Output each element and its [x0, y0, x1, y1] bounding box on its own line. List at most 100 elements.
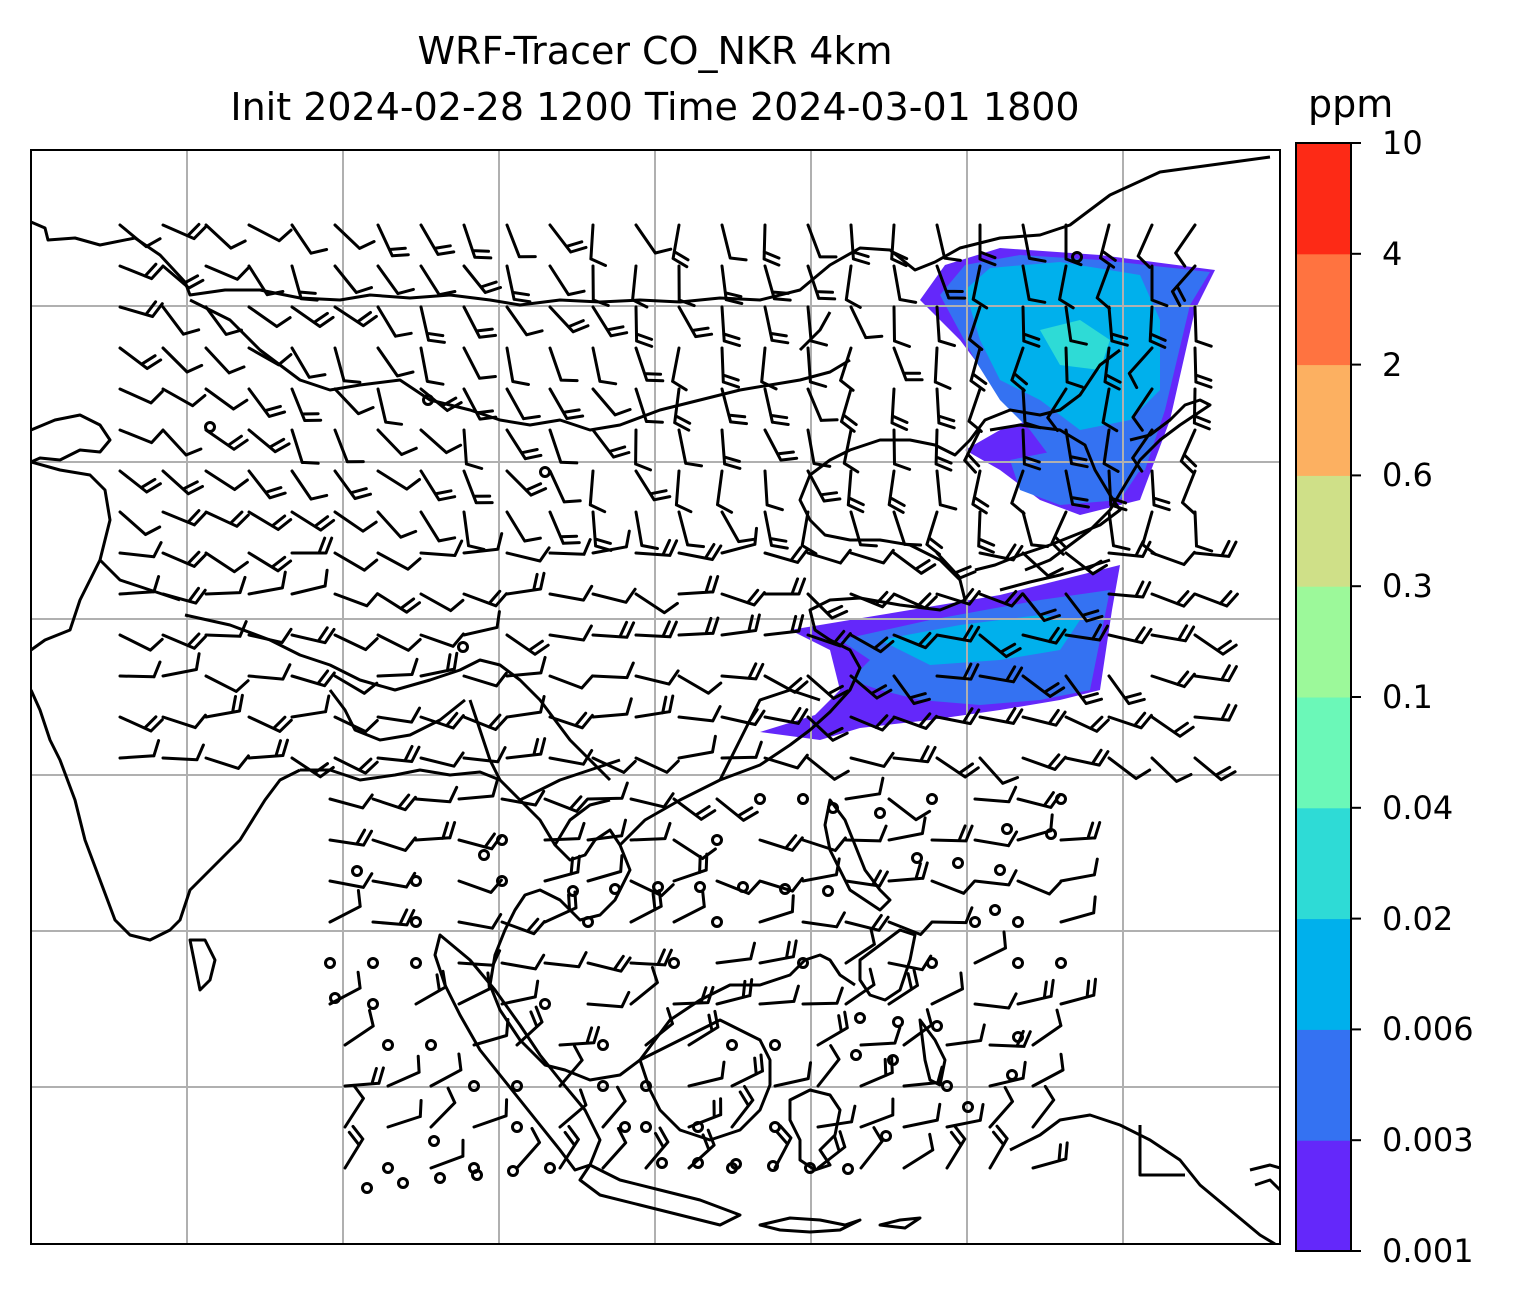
wind-barb — [634, 620, 678, 639]
wind-barb — [1107, 540, 1152, 558]
calm-wind-marker — [797, 957, 809, 969]
wind-barb — [376, 551, 422, 571]
wind-barb — [118, 262, 164, 281]
calm-wind-marker — [539, 998, 551, 1010]
wind-barb — [204, 387, 249, 411]
wind-barb — [290, 568, 329, 596]
wind-barb — [687, 1009, 720, 1047]
wind-barb — [591, 510, 613, 552]
wind-barb — [247, 570, 287, 596]
wind-barb — [1021, 592, 1061, 622]
calm-wind-marker — [711, 916, 723, 928]
colorbar-segment — [1296, 143, 1351, 255]
wind-barb — [505, 571, 546, 596]
wind-barb — [290, 669, 336, 688]
calm-wind-marker — [619, 1121, 631, 1133]
wind-barb — [500, 953, 546, 971]
wind-barb — [935, 756, 980, 779]
wind-barb — [462, 223, 493, 260]
wind-barb — [543, 854, 581, 883]
wind-barb — [934, 428, 953, 472]
wind-barb — [591, 529, 631, 555]
wind-barb — [333, 715, 379, 734]
wind-barb — [161, 222, 207, 241]
wind-barb — [1064, 674, 1103, 705]
wind-barb — [758, 834, 804, 852]
wind-barb — [930, 906, 974, 925]
calm-wind-marker — [989, 904, 1001, 916]
wind-barb — [806, 387, 839, 422]
wind-barb — [161, 305, 201, 336]
wind-barb — [859, 1097, 895, 1129]
wind-barb — [773, 1061, 812, 1088]
wind-barb — [849, 223, 871, 265]
wind-barb — [586, 818, 627, 842]
wind-barb — [806, 223, 838, 259]
wind-barb — [376, 428, 418, 456]
wind-barb — [505, 469, 548, 497]
wind-barb — [247, 305, 292, 328]
wind-barb — [247, 738, 289, 760]
wind-barb — [677, 575, 720, 596]
wind-barb — [720, 510, 757, 544]
wind-barb — [376, 387, 404, 426]
wind-barb — [977, 510, 996, 554]
wind-barb — [634, 669, 680, 686]
wind-barb — [963, 428, 982, 474]
wind-barb — [634, 756, 680, 774]
wind-barb — [1099, 223, 1117, 269]
wind-barb — [376, 592, 421, 614]
wind-barb — [419, 428, 463, 455]
wind-barb — [548, 538, 592, 556]
calm-wind-marker — [640, 1121, 652, 1133]
map-area — [31, 150, 1280, 1244]
wind-barb — [930, 879, 976, 895]
wind-barb — [376, 469, 421, 491]
wind-barb — [343, 1008, 375, 1047]
wind-barb — [634, 694, 675, 719]
wind-barb — [328, 970, 362, 1006]
wind-barb — [1016, 791, 1062, 809]
wind-barb — [515, 1005, 544, 1047]
wind-barb — [558, 1044, 584, 1088]
wind-barb — [801, 857, 841, 883]
wind-barb — [414, 969, 447, 1006]
wind-barb — [376, 264, 415, 296]
calm-wind-marker — [367, 998, 379, 1010]
wind-barb — [419, 387, 463, 412]
wind-barb — [677, 428, 703, 468]
calm-wind-marker — [351, 865, 363, 877]
wind-barb — [806, 715, 849, 742]
wind-barb — [988, 1124, 1009, 1170]
wind-barb — [1021, 626, 1067, 645]
wind-barb — [118, 428, 164, 445]
wind-barb — [505, 264, 532, 304]
colorbar-tick-label: 4 — [1382, 234, 1403, 273]
wind-barb — [419, 346, 445, 386]
wind-barb — [758, 984, 800, 1006]
wind-barb — [1107, 626, 1153, 645]
calm-wind-marker — [1012, 1031, 1024, 1043]
wind-barb — [720, 526, 758, 555]
wind-barb — [1102, 428, 1120, 473]
wind-barb — [1021, 223, 1047, 263]
wind-barb — [548, 749, 594, 766]
wind-barb — [591, 697, 633, 719]
wind-barbs — [118, 222, 1239, 1194]
calm-wind-marker — [842, 1163, 854, 1175]
wind-barb — [472, 1098, 509, 1129]
wind-barb — [844, 927, 876, 965]
wind-barb — [462, 746, 507, 764]
calm-wind-marker — [597, 1080, 609, 1092]
wind-barb — [969, 346, 988, 392]
colorbar-segment — [1296, 697, 1351, 809]
wind-barb — [371, 871, 417, 889]
wind-barb — [634, 469, 672, 502]
wind-barb — [674, 469, 693, 514]
wind-barb — [333, 633, 379, 652]
wind-barb — [505, 633, 550, 656]
wind-barb — [672, 985, 715, 1006]
wind-barb — [505, 387, 541, 421]
wind-barb — [1193, 510, 1214, 553]
wind-barb — [634, 305, 654, 348]
